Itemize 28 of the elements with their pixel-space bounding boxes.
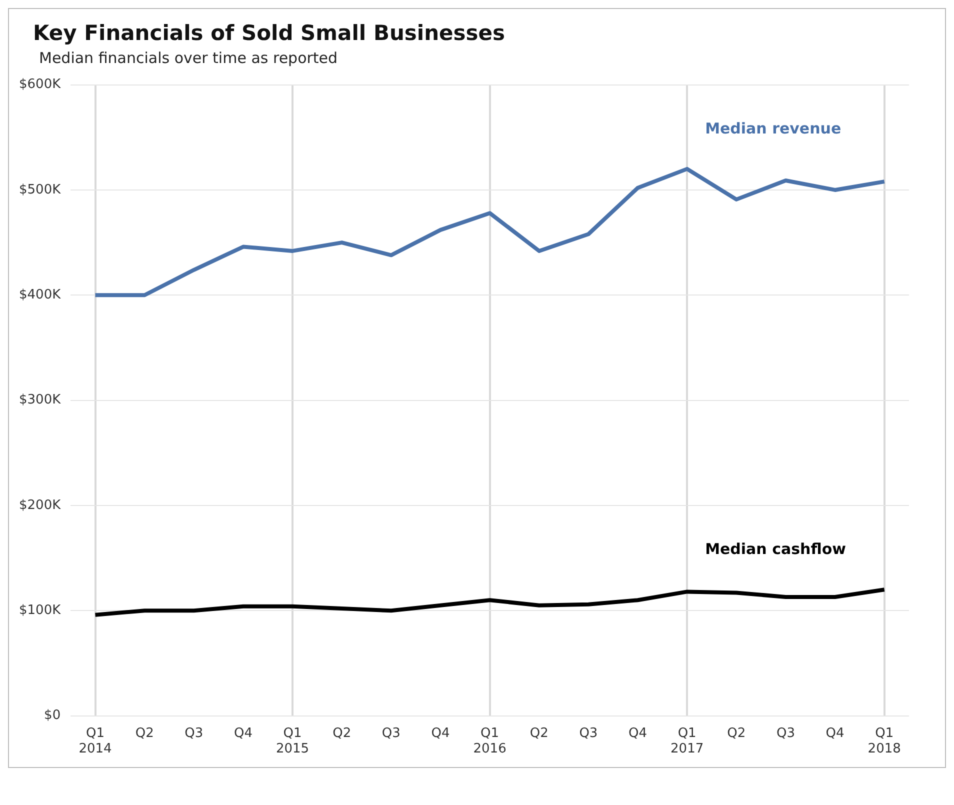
x-tick-label: Q1 2014 [78,726,112,757]
text: Median cashflow [705,540,846,558]
y-tick-label: $400K [19,288,62,303]
x-tick-label: Q3 [776,726,795,741]
y-tick-label: $100K [19,603,62,618]
x-tick-label: Q4 [628,726,648,741]
x-tick-label: Q2 [727,726,746,741]
y-tick-label: $600K [19,77,62,92]
x-tick-label: Q2 [135,726,154,741]
x-tick-label: Q1 2015 [276,726,310,757]
y-tick-label: $500K [19,182,62,198]
x-tick-label: Q3 [579,726,598,741]
x-tick-label: Q1 2018 [868,726,901,757]
y-tick-label: $0 [44,708,61,724]
x-tick-label: Q3 [184,726,204,741]
x-tick-label: Q4 [234,726,252,741]
chart-subtitle: Median financials over time as reported [38,48,339,67]
x-tick-label: Q2 [332,726,352,741]
x-tick-label: Q4 [431,726,450,741]
x-tick-label: Q1 2016 [473,726,506,757]
x-tick-label: Q2 [530,726,548,741]
text: Median revenue [705,119,842,138]
x-tick-label: Q3 [382,726,400,741]
x-tick-label: Q1 2017 [670,726,704,757]
x-tick-label: Q4 [826,726,844,741]
y-tick-label: $200K [19,498,62,513]
y-tick-label: $300K [19,392,62,408]
chart-title: Key Financials of Sold Small Businesses [32,20,506,45]
